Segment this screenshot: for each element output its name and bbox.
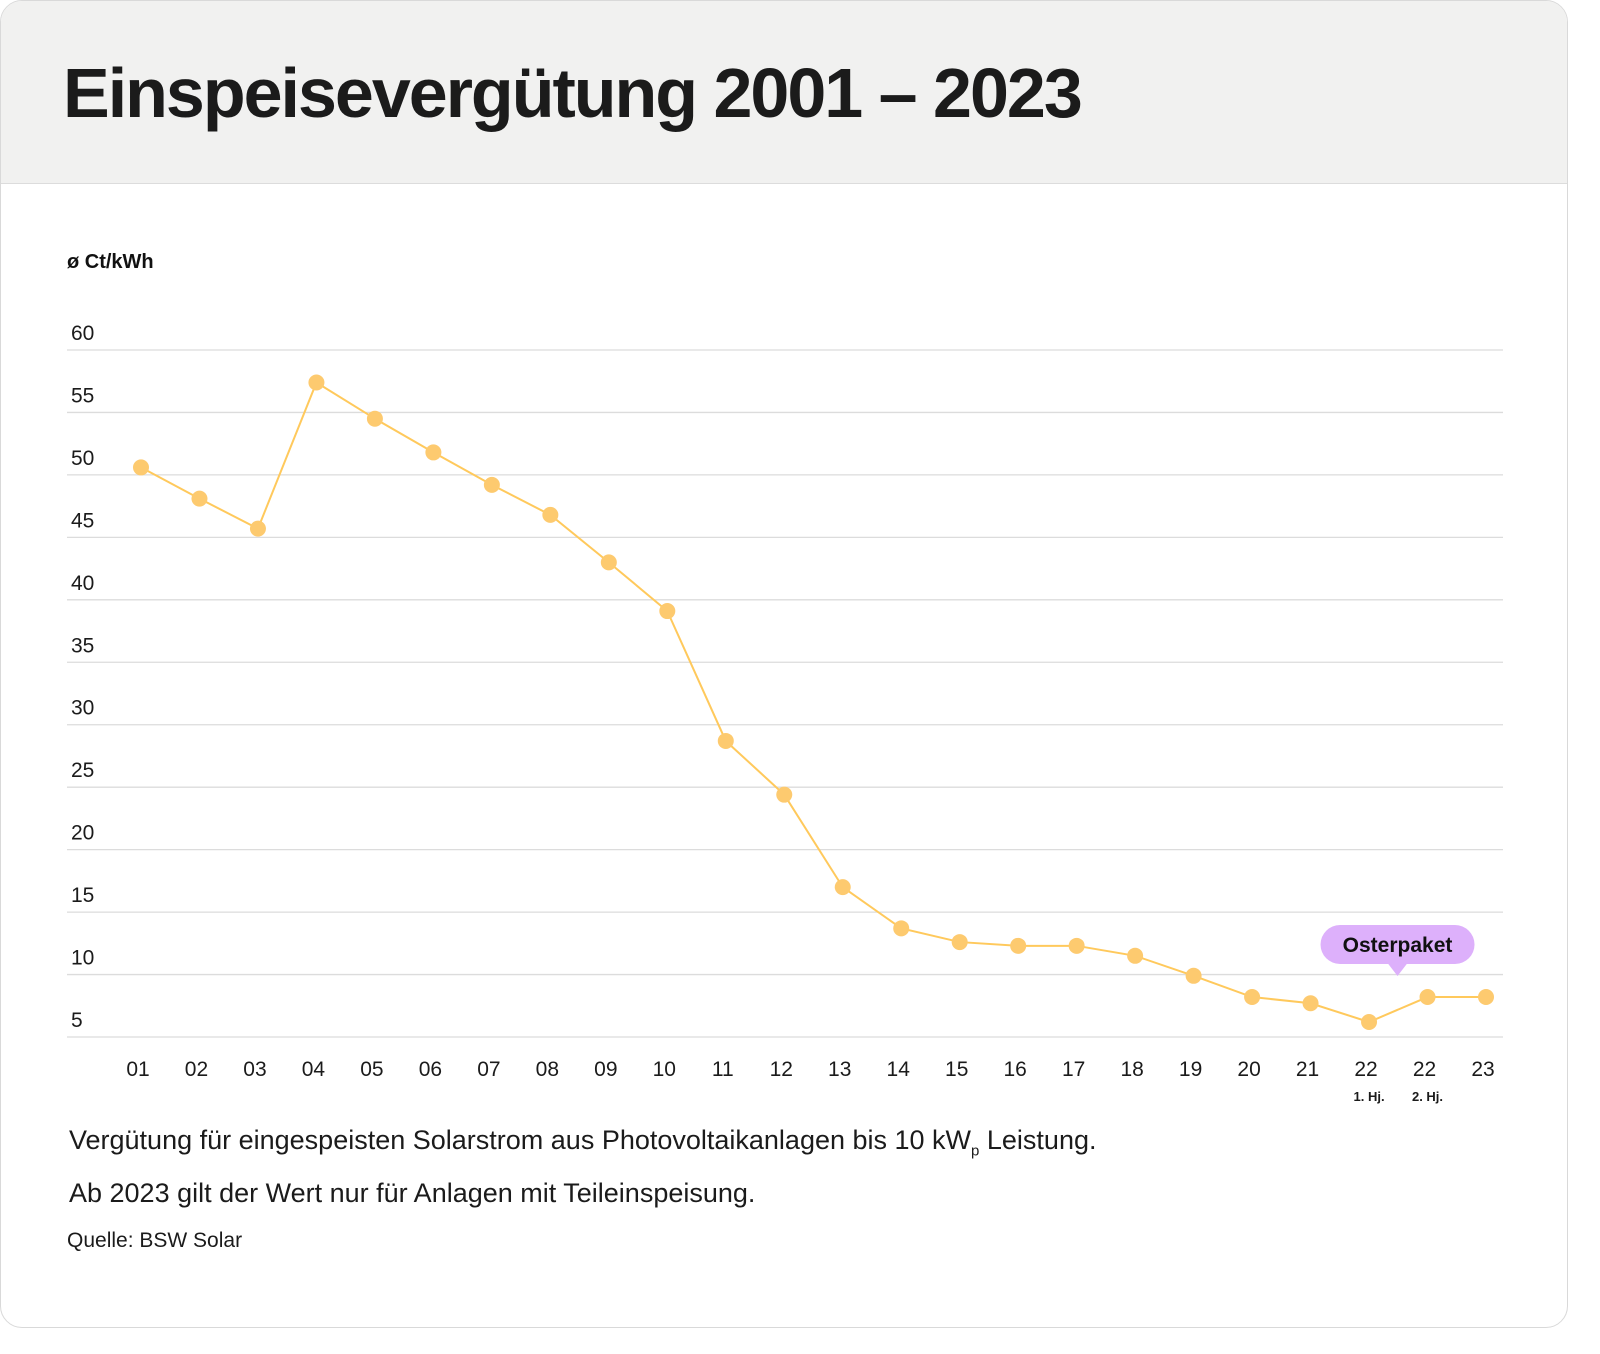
data-point (659, 603, 676, 620)
y-tick-label: 35 (71, 634, 94, 657)
caption-line2: Ab 2023 gilt der Wert nur für Anlagen mi… (69, 1178, 756, 1209)
x-tick-label: 07 (477, 1058, 500, 1081)
y-tick-label: 40 (71, 572, 94, 595)
data-point (1010, 937, 1027, 954)
x-tick-label: 01 (126, 1058, 149, 1081)
caption-line1: Vergütung für eingespeisten Solarstrom a… (69, 1125, 972, 1155)
data-point (133, 459, 149, 476)
line-chart: 60 55 50 45 40 35 30 25 20 15 10 5 01 02 03 04 05 06 07 08 0… (67, 322, 1503, 1104)
data-point (308, 374, 325, 391)
x-tick-label: 03 (243, 1058, 266, 1081)
x-tick-label: 15 (945, 1058, 968, 1081)
x-tick-label: 09 (594, 1058, 617, 1081)
caption-line1-end: Leistung. (979, 1125, 1097, 1155)
x-tick-label: 10 (653, 1058, 676, 1081)
data-point (483, 476, 500, 493)
data-point (1185, 967, 1202, 984)
x-tick-label: 19 (1179, 1058, 1202, 1081)
chart-card: Einspeisevergütung 2001 – 2023 ø Ct/kWh … (0, 0, 1568, 1328)
y-tick-label: 55 (71, 384, 94, 407)
x-tick-label: 02 (185, 1058, 208, 1081)
data-point (1478, 989, 1494, 1006)
annotation-badge (1320, 925, 1475, 964)
y-tick-label: 10 (71, 947, 94, 970)
y-tick-label: 25 (71, 759, 94, 782)
x-tick-label: 08 (536, 1058, 559, 1081)
x-tick-label: 20 (1237, 1058, 1260, 1081)
x-tick-label: 11 (712, 1058, 734, 1081)
data-point (951, 934, 968, 951)
x-tick-label: 14 (887, 1058, 911, 1081)
series-line (140, 380, 1486, 1024)
x-tick-label: 18 (1120, 1058, 1143, 1081)
x-tick-label: 17 (1062, 1058, 1085, 1081)
data-point (1419, 989, 1436, 1006)
data-point (893, 920, 910, 937)
x-tick-label: 16 (1003, 1058, 1026, 1081)
y-tick-label: 45 (71, 509, 94, 532)
y-tick-label: 20 (71, 822, 94, 845)
y-tick-label: 60 (71, 322, 94, 345)
x-tick-sublabel: 2. Hj. (1412, 1089, 1443, 1104)
data-point (717, 732, 734, 749)
page-title: Einspeisevergütung 2001 – 2023 (63, 54, 1083, 132)
data-point (1244, 989, 1261, 1006)
data-point (1127, 947, 1144, 964)
annotation-label: Osterpaket (1343, 934, 1453, 957)
data-point (425, 444, 442, 461)
y-tick-label: 30 (71, 697, 94, 720)
y-tick-label: 15 (71, 884, 94, 907)
data-point (1361, 1014, 1378, 1031)
y-tick-label: 5 (71, 1009, 83, 1032)
data-point (1302, 995, 1319, 1012)
data-point (542, 506, 559, 523)
x-tick-label: 13 (828, 1058, 851, 1081)
y-axis-label: ø Ct/kWh (67, 251, 154, 273)
x-tick-label: 23 (1471, 1058, 1494, 1081)
header: Einspeisevergütung 2001 – 2023 (1, 1, 1567, 184)
annotation-pointer (1387, 963, 1408, 976)
data-point (366, 410, 383, 427)
x-tick-label: 22 (1354, 1058, 1377, 1081)
caption: Vergütung für eingespeisten Solarstrom a… (69, 1119, 1096, 1214)
data-point (1068, 937, 1085, 954)
data-point (776, 786, 793, 803)
x-tick-label: 22 (1413, 1058, 1436, 1081)
x-tick-label: 04 (302, 1058, 326, 1081)
x-tick-label: 06 (419, 1058, 442, 1081)
y-tick-label: 50 (71, 447, 94, 470)
caption-subscript: p (971, 1142, 980, 1160)
source-note: Quelle: BSW Solar (67, 1229, 243, 1252)
x-tick-sublabel: 1. Hj. (1354, 1089, 1385, 1104)
x-tick-label: 12 (770, 1058, 793, 1081)
data-point (249, 520, 266, 537)
x-tick-label: 05 (360, 1058, 383, 1081)
data-point (600, 554, 617, 571)
x-tick-label: 21 (1296, 1058, 1319, 1081)
data-point (834, 879, 851, 896)
data-point (191, 490, 208, 507)
